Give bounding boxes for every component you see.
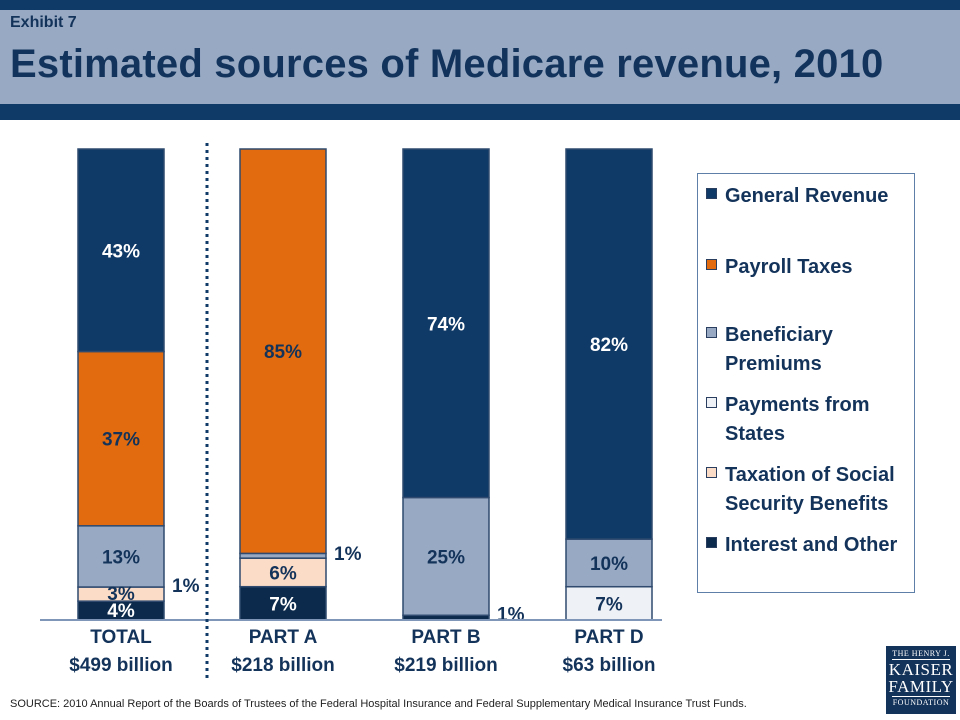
segment-label-part-d-beneficiary-premiums: 10%: [590, 554, 628, 575]
bar-part-d-general-revenue: [565, 148, 653, 540]
category-subtitle-part-a: $218 billion: [231, 655, 334, 676]
legend-swatch-interest-other: [706, 537, 717, 548]
segment-label-part-b-interest-other: 1%: [497, 605, 525, 626]
segment-label-part-d-payments-from-states: 7%: [595, 594, 623, 615]
bar-part-a-payroll-taxes: [239, 148, 327, 555]
legend-swatch-taxation-ss: [706, 467, 717, 478]
segment-label-part-b-general-revenue: 74%: [427, 314, 465, 335]
bar-part-b-beneficiary-premiums: [402, 496, 490, 617]
legend-label-beneficiary-premiums: Beneficiary Premiums: [725, 324, 833, 375]
segment-label-part-a-taxation-ss: 6%: [269, 563, 297, 584]
segment-label-part-b-beneficiary-premiums: 25%: [427, 547, 465, 568]
category-subtitle-total: $499 billion: [69, 655, 172, 676]
segment-label-part-a-payroll-taxes: 85%: [264, 342, 302, 363]
bar-part-a-taxation-ss: [239, 557, 327, 588]
legend-swatch-payroll-taxes: [706, 259, 717, 270]
bar-total-general-revenue: [77, 148, 165, 353]
category-label-total: TOTAL: [90, 627, 152, 648]
segment-label-total-taxation-ss: 3%: [107, 584, 135, 605]
legend-label-general-revenue: General Revenue: [725, 185, 889, 207]
segment-label-total-general-revenue: 43%: [102, 241, 140, 262]
bar-part-b-general-revenue: [402, 148, 490, 499]
bar-total-payroll-taxes: [77, 350, 165, 527]
bars-group: [77, 148, 653, 621]
legend-item-payroll-taxes: Payroll Taxes: [706, 253, 915, 282]
logo-line-1: THE HENRY J.: [892, 649, 950, 658]
exhibit-label: Exhibit 7: [10, 14, 77, 31]
legend-item-general-revenue: General Revenue: [706, 182, 915, 211]
logo-line-2: KAISER: [888, 660, 954, 679]
segment-label-total-payroll-taxes: 37%: [102, 430, 140, 451]
segment-labels-group: 4%3% 1% 13% 37% 43% 7% 6% 1% 85% 1% 25% 74% 7% 10% 82%: [102, 241, 628, 625]
segment-label-part-d-general-revenue: 82%: [590, 335, 628, 356]
top-bar: [0, 0, 960, 10]
title-underline: [0, 104, 960, 120]
segment-label-part-a-beneficiary-premiums: 1%: [334, 544, 362, 565]
legend-label-interest-other: Interest and Other: [725, 534, 898, 556]
title-band: [0, 10, 960, 104]
segment-label-part-a-interest-other: 7%: [269, 594, 297, 615]
legend-item-taxation-ss: Taxation of Social Security Benefits: [706, 461, 911, 519]
bar-part-d-beneficiary-premiums: [565, 538, 653, 588]
category-subtitle-part-b: $219 billion: [394, 655, 497, 676]
legend-swatch-payments-from-states: [706, 397, 717, 408]
logo-line-3: FAMILY: [888, 677, 954, 696]
legend: General Revenue Payroll Taxes Beneficiar…: [697, 173, 915, 593]
bar-total-beneficiary-premiums: [77, 525, 165, 588]
legend-item-payments-from-states: Payments from States: [706, 391, 895, 449]
page-title: Estimated sources of Medicare revenue, 2…: [10, 42, 884, 86]
category-subtitle-part-d: $63 billion: [563, 655, 656, 676]
segment-label-total-beneficiary-premiums: 13%: [102, 547, 140, 568]
bar-part-a-interest-other: [239, 585, 327, 621]
segment-label-total-interest-other: 4%: [107, 601, 135, 622]
source-note: SOURCE: 2010 Annual Report of the Boards…: [10, 698, 747, 710]
legend-swatch-general-revenue: [706, 188, 717, 199]
logo-line-4: FOUNDATION: [892, 698, 950, 707]
kaiser-family-foundation-logo: THE HENRY J. KAISER FAMILY FOUNDATION: [886, 646, 956, 714]
segment-label-total-payments-from-states: 1%: [172, 576, 200, 597]
category-label-part-a: PART A: [249, 627, 318, 648]
category-label-part-d: PART D: [574, 627, 643, 648]
legend-label-payments-from-states: Payments from States: [725, 394, 870, 445]
legend-item-beneficiary-premiums: Beneficiary Premiums: [706, 321, 855, 379]
legend-item-interest-other: Interest and Other: [706, 531, 915, 560]
category-label-part-b: PART B: [411, 627, 480, 648]
category-labels-group: TOTAL $499 billion PART A $218 billion PART …: [69, 627, 655, 676]
legend-swatch-beneficiary-premiums: [706, 327, 717, 338]
legend-label-payroll-taxes: Payroll Taxes: [725, 256, 853, 278]
legend-label-taxation-ss: Taxation of Social Security Benefits: [725, 464, 895, 515]
